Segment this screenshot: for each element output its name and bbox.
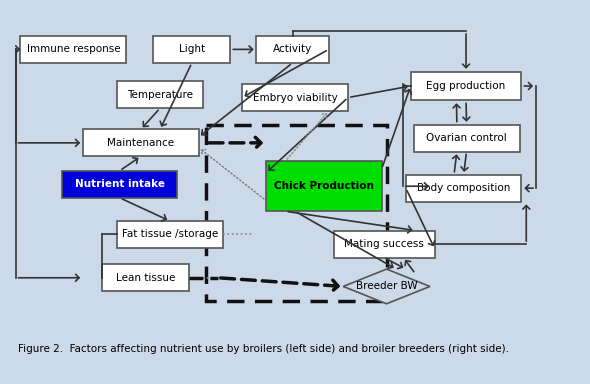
Bar [411, 71, 522, 101]
Bar [117, 221, 223, 248]
Bar [153, 36, 231, 63]
Text: Figure 2.  Factors affecting nutrient use by broilers (left side) and broiler br: Figure 2. Factors affecting nutrient use… [18, 344, 509, 354]
Text: Egg production: Egg production [427, 81, 506, 91]
Polygon shape [343, 269, 430, 304]
Text: Nutrient intake: Nutrient intake [74, 179, 165, 189]
Text: Lean tissue: Lean tissue [116, 273, 175, 283]
Bar [62, 171, 178, 198]
Bar [20, 36, 126, 63]
Text: Breeder BW: Breeder BW [356, 281, 417, 291]
Text: Ovarian control: Ovarian control [426, 133, 507, 143]
Bar [266, 161, 382, 211]
Bar [406, 175, 522, 202]
Text: Body composition: Body composition [417, 183, 510, 193]
Bar [102, 264, 189, 291]
Text: Immune response: Immune response [27, 45, 120, 55]
Bar [83, 129, 199, 156]
Bar [414, 124, 520, 152]
Text: Embryo viability: Embryo viability [253, 93, 337, 103]
Text: Temperature: Temperature [127, 90, 193, 100]
Text: Maintenance: Maintenance [107, 138, 175, 148]
Bar [333, 230, 435, 258]
Bar [206, 124, 386, 301]
Text: Chick Production: Chick Production [274, 181, 374, 191]
Text: Fat tissue /storage: Fat tissue /storage [122, 229, 218, 239]
Text: Light: Light [179, 45, 205, 55]
Bar [117, 81, 204, 108]
Text: Activity: Activity [273, 45, 312, 55]
Bar [257, 36, 329, 63]
Text: Mating success: Mating success [344, 239, 424, 249]
Bar [242, 84, 348, 111]
